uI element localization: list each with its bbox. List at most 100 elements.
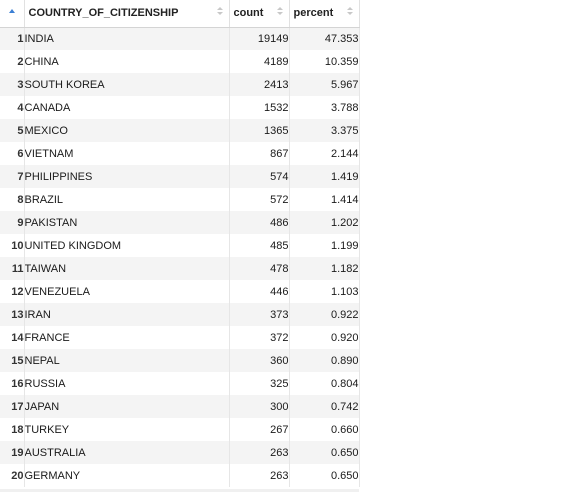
row-index: 14	[0, 326, 25, 349]
cell-country: MEXICO	[24, 119, 230, 142]
table-row[interactable]: 12 VENEZUELA 446 1.103	[0, 280, 360, 303]
cell-count: 572	[229, 188, 290, 211]
row-index-header[interactable]	[0, 0, 25, 28]
table-row[interactable]: 7 PHILIPPINES 574 1.419	[0, 165, 360, 188]
row-index: 10	[0, 234, 25, 257]
column-header-label: count	[233, 7, 264, 20]
row-index: 8	[0, 188, 25, 211]
column-header-percent[interactable]: percent	[289, 0, 360, 28]
cell-percent: 0.650	[289, 441, 360, 464]
row-index: 16	[0, 372, 25, 395]
row-index: 11	[0, 257, 25, 280]
cell-count: 19149	[229, 27, 290, 50]
sort-toggle-icon[interactable]	[346, 7, 353, 17]
cell-percent: 0.890	[289, 349, 360, 372]
cell-count: 485	[229, 234, 290, 257]
cell-percent: 1.103	[289, 280, 360, 303]
cell-percent: 1.199	[289, 234, 360, 257]
cell-count: 300	[229, 395, 290, 418]
table-row[interactable]: 17 JAPAN 300 0.742	[0, 395, 360, 418]
cell-count: 867	[229, 142, 290, 165]
data-table: COUNTRY_OF_CITIZENSHIP count percent 1 IN…	[0, 0, 360, 487]
cell-percent: 0.922	[289, 303, 360, 326]
column-header-count[interactable]: count	[229, 0, 290, 28]
table-row[interactable]: 5 MEXICO 1365 3.375	[0, 119, 360, 142]
cell-country: SOUTH KOREA	[24, 73, 230, 96]
cell-count: 1532	[229, 96, 290, 119]
cell-country: GERMANY	[24, 464, 230, 487]
table-row[interactable]: 19 AUSTRALIA 263 0.650	[0, 441, 360, 464]
table-row[interactable]: 14 FRANCE 372 0.920	[0, 326, 360, 349]
cell-percent: 0.660	[289, 418, 360, 441]
table-row[interactable]: 16 RUSSIA 325 0.804	[0, 372, 360, 395]
cell-country: TAIWAN	[24, 257, 230, 280]
cell-count: 263	[229, 464, 290, 487]
cell-percent: 0.742	[289, 395, 360, 418]
cell-count: 486	[229, 211, 290, 234]
cell-country: IRAN	[24, 303, 230, 326]
row-index: 13	[0, 303, 25, 326]
row-index: 20	[0, 464, 25, 487]
table-row[interactable]: 18 TURKEY 267 0.660	[0, 418, 360, 441]
row-index: 18	[0, 418, 25, 441]
cell-country: FRANCE	[24, 326, 230, 349]
row-index: 15	[0, 349, 25, 372]
table-row[interactable]: 15 NEPAL 360 0.890	[0, 349, 360, 372]
cell-count: 360	[229, 349, 290, 372]
cell-percent: 0.804	[289, 372, 360, 395]
column-header-label: percent	[293, 7, 334, 20]
cell-country: NEPAL	[24, 349, 230, 372]
row-index: 1	[0, 27, 25, 50]
sort-ascending-icon[interactable]	[8, 9, 15, 14]
row-index: 7	[0, 165, 25, 188]
cell-percent: 1.202	[289, 211, 360, 234]
cell-country: UNITED KINGDOM	[24, 234, 230, 257]
table-row[interactable]: 11 TAIWAN 478 1.182	[0, 257, 360, 280]
row-index: 4	[0, 96, 25, 119]
cell-count: 4189	[229, 50, 290, 73]
cell-country: AUSTRALIA	[24, 441, 230, 464]
table-row[interactable]: 2 CHINA 4189 10.359	[0, 50, 360, 73]
row-index: 6	[0, 142, 25, 165]
table-row[interactable]: 20 GERMANY 263 0.650	[0, 464, 360, 487]
table-row[interactable]: 1 INDIA 19149 47.353	[0, 27, 360, 50]
cell-count: 1365	[229, 119, 290, 142]
row-index: 2	[0, 50, 25, 73]
row-index: 19	[0, 441, 25, 464]
cell-country: BRAZIL	[24, 188, 230, 211]
cell-country: INDIA	[24, 27, 230, 50]
cell-country: JAPAN	[24, 395, 230, 418]
table-row[interactable]: 10 UNITED KINGDOM 485 1.199	[0, 234, 360, 257]
cell-percent: 0.920	[289, 326, 360, 349]
cell-count: 574	[229, 165, 290, 188]
cell-percent: 1.419	[289, 165, 360, 188]
cell-country: VIETNAM	[24, 142, 230, 165]
cell-percent: 3.375	[289, 119, 360, 142]
cell-country: TURKEY	[24, 418, 230, 441]
horizontal-scrollbar[interactable]	[0, 489, 359, 492]
table-row[interactable]: 3 SOUTH KOREA 2413 5.967	[0, 73, 360, 96]
column-header-country[interactable]: COUNTRY_OF_CITIZENSHIP	[24, 0, 230, 28]
header-row: COUNTRY_OF_CITIZENSHIP count percent	[0, 0, 360, 28]
column-header-label: COUNTRY_OF_CITIZENSHIP	[28, 7, 179, 20]
cell-percent: 3.788	[289, 96, 360, 119]
row-index: 9	[0, 211, 25, 234]
table-row[interactable]: 13 IRAN 373 0.922	[0, 303, 360, 326]
table-row[interactable]: 6 VIETNAM 867 2.144	[0, 142, 360, 165]
table-row[interactable]: 8 BRAZIL 572 1.414	[0, 188, 360, 211]
sort-toggle-icon[interactable]	[276, 7, 283, 17]
cell-count: 267	[229, 418, 290, 441]
cell-percent: 47.353	[289, 27, 360, 50]
sort-toggle-icon[interactable]	[216, 7, 223, 17]
cell-percent: 10.359	[289, 50, 360, 73]
table-row[interactable]: 9 PAKISTAN 486 1.202	[0, 211, 360, 234]
cell-percent: 1.414	[289, 188, 360, 211]
cell-count: 263	[229, 441, 290, 464]
cell-percent: 0.650	[289, 464, 360, 487]
cell-country: CHINA	[24, 50, 230, 73]
row-index: 12	[0, 280, 25, 303]
cell-count: 373	[229, 303, 290, 326]
cell-percent: 5.967	[289, 73, 360, 96]
table-row[interactable]: 4 CANADA 1532 3.788	[0, 96, 360, 119]
cell-country: CANADA	[24, 96, 230, 119]
